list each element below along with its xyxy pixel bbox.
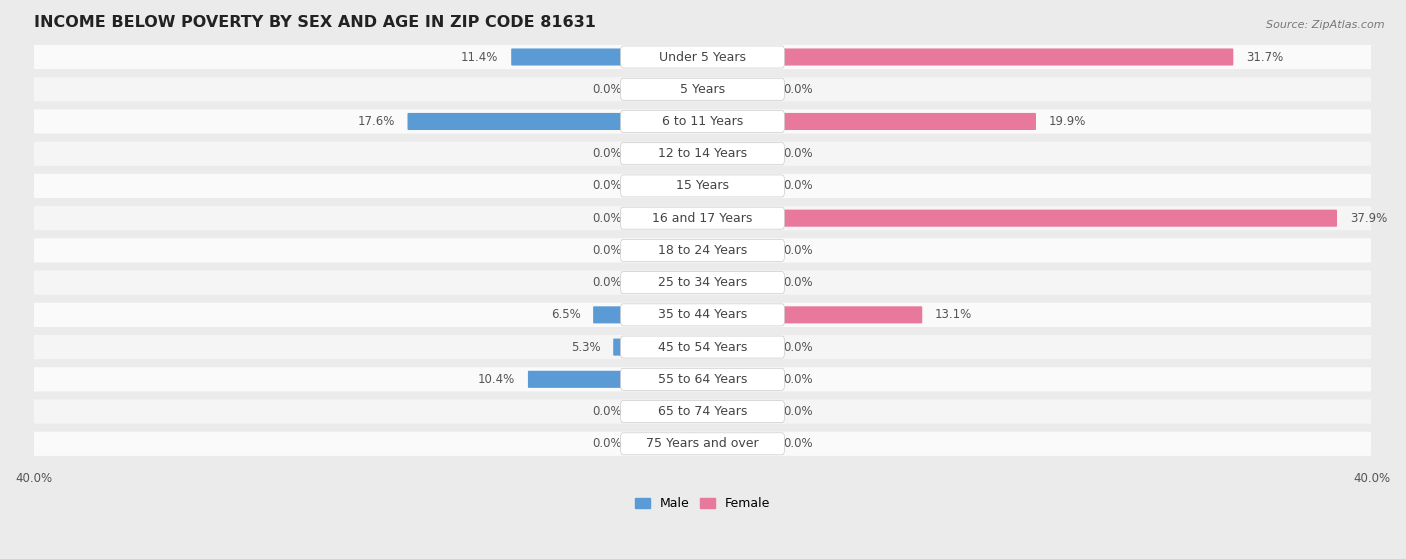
- Text: 5 Years: 5 Years: [681, 83, 725, 96]
- FancyBboxPatch shape: [34, 110, 1371, 134]
- Text: 0.0%: 0.0%: [783, 179, 813, 192]
- FancyBboxPatch shape: [636, 80, 703, 98]
- FancyBboxPatch shape: [34, 335, 1371, 359]
- FancyBboxPatch shape: [34, 367, 1371, 391]
- FancyBboxPatch shape: [620, 207, 785, 229]
- FancyBboxPatch shape: [34, 174, 1371, 198]
- Text: 17.6%: 17.6%: [357, 115, 395, 128]
- FancyBboxPatch shape: [34, 432, 1371, 456]
- Text: 0.0%: 0.0%: [592, 212, 623, 225]
- FancyBboxPatch shape: [34, 303, 1371, 327]
- FancyBboxPatch shape: [620, 78, 785, 100]
- Text: 5.3%: 5.3%: [571, 340, 600, 354]
- FancyBboxPatch shape: [34, 238, 1371, 263]
- FancyBboxPatch shape: [34, 206, 1371, 230]
- FancyBboxPatch shape: [620, 143, 785, 165]
- Text: 0.0%: 0.0%: [592, 83, 623, 96]
- FancyBboxPatch shape: [702, 339, 770, 356]
- Text: 75 Years and over: 75 Years and over: [647, 437, 759, 451]
- FancyBboxPatch shape: [636, 145, 703, 162]
- Text: 6 to 11 Years: 6 to 11 Years: [662, 115, 744, 128]
- Text: 0.0%: 0.0%: [783, 83, 813, 96]
- Text: 37.9%: 37.9%: [1350, 212, 1386, 225]
- Text: 0.0%: 0.0%: [592, 437, 623, 451]
- Text: 0.0%: 0.0%: [592, 179, 623, 192]
- Text: 10.4%: 10.4%: [478, 373, 515, 386]
- FancyBboxPatch shape: [34, 45, 1371, 69]
- Text: 0.0%: 0.0%: [783, 276, 813, 289]
- FancyBboxPatch shape: [34, 271, 1371, 295]
- FancyBboxPatch shape: [702, 371, 770, 388]
- FancyBboxPatch shape: [702, 274, 770, 291]
- Text: 0.0%: 0.0%: [592, 276, 623, 289]
- FancyBboxPatch shape: [702, 177, 770, 195]
- Text: 16 and 17 Years: 16 and 17 Years: [652, 212, 752, 225]
- FancyBboxPatch shape: [620, 175, 785, 197]
- Text: Source: ZipAtlas.com: Source: ZipAtlas.com: [1267, 20, 1385, 30]
- FancyBboxPatch shape: [702, 306, 922, 324]
- FancyBboxPatch shape: [512, 49, 703, 65]
- Legend: Male, Female: Male, Female: [630, 492, 775, 515]
- FancyBboxPatch shape: [620, 368, 785, 390]
- Text: 0.0%: 0.0%: [592, 244, 623, 257]
- FancyBboxPatch shape: [636, 177, 703, 195]
- FancyBboxPatch shape: [620, 111, 785, 132]
- FancyBboxPatch shape: [34, 141, 1371, 166]
- FancyBboxPatch shape: [702, 80, 770, 98]
- FancyBboxPatch shape: [613, 339, 703, 356]
- FancyBboxPatch shape: [620, 304, 785, 326]
- Text: 35 to 44 Years: 35 to 44 Years: [658, 309, 747, 321]
- Text: 12 to 14 Years: 12 to 14 Years: [658, 147, 747, 160]
- FancyBboxPatch shape: [702, 145, 770, 162]
- Text: 18 to 24 Years: 18 to 24 Years: [658, 244, 747, 257]
- FancyBboxPatch shape: [636, 210, 703, 227]
- FancyBboxPatch shape: [636, 435, 703, 452]
- FancyBboxPatch shape: [620, 401, 785, 423]
- Text: 25 to 34 Years: 25 to 34 Years: [658, 276, 747, 289]
- FancyBboxPatch shape: [527, 371, 703, 388]
- Text: 65 to 74 Years: 65 to 74 Years: [658, 405, 747, 418]
- FancyBboxPatch shape: [620, 239, 785, 262]
- Text: Under 5 Years: Under 5 Years: [659, 50, 747, 64]
- Text: 13.1%: 13.1%: [935, 309, 972, 321]
- Text: 0.0%: 0.0%: [783, 340, 813, 354]
- Text: 0.0%: 0.0%: [592, 405, 623, 418]
- FancyBboxPatch shape: [620, 336, 785, 358]
- FancyBboxPatch shape: [702, 210, 1337, 227]
- FancyBboxPatch shape: [702, 242, 770, 259]
- Text: 0.0%: 0.0%: [783, 244, 813, 257]
- FancyBboxPatch shape: [702, 49, 1233, 65]
- Text: 0.0%: 0.0%: [783, 437, 813, 451]
- FancyBboxPatch shape: [620, 272, 785, 293]
- FancyBboxPatch shape: [702, 435, 770, 452]
- FancyBboxPatch shape: [636, 403, 703, 420]
- Text: 0.0%: 0.0%: [783, 147, 813, 160]
- Text: INCOME BELOW POVERTY BY SEX AND AGE IN ZIP CODE 81631: INCOME BELOW POVERTY BY SEX AND AGE IN Z…: [34, 15, 595, 30]
- Text: 0.0%: 0.0%: [592, 147, 623, 160]
- FancyBboxPatch shape: [636, 242, 703, 259]
- FancyBboxPatch shape: [702, 403, 770, 420]
- Text: 55 to 64 Years: 55 to 64 Years: [658, 373, 747, 386]
- FancyBboxPatch shape: [593, 306, 703, 324]
- FancyBboxPatch shape: [620, 433, 785, 455]
- Text: 0.0%: 0.0%: [783, 373, 813, 386]
- Text: 45 to 54 Years: 45 to 54 Years: [658, 340, 747, 354]
- Text: 6.5%: 6.5%: [551, 309, 581, 321]
- Text: 11.4%: 11.4%: [461, 50, 499, 64]
- FancyBboxPatch shape: [620, 46, 785, 68]
- Text: 19.9%: 19.9%: [1049, 115, 1085, 128]
- Text: 15 Years: 15 Years: [676, 179, 728, 192]
- FancyBboxPatch shape: [408, 113, 703, 130]
- Text: 31.7%: 31.7%: [1246, 50, 1284, 64]
- FancyBboxPatch shape: [34, 77, 1371, 101]
- FancyBboxPatch shape: [636, 274, 703, 291]
- FancyBboxPatch shape: [702, 113, 1036, 130]
- Text: 0.0%: 0.0%: [783, 405, 813, 418]
- FancyBboxPatch shape: [34, 400, 1371, 424]
